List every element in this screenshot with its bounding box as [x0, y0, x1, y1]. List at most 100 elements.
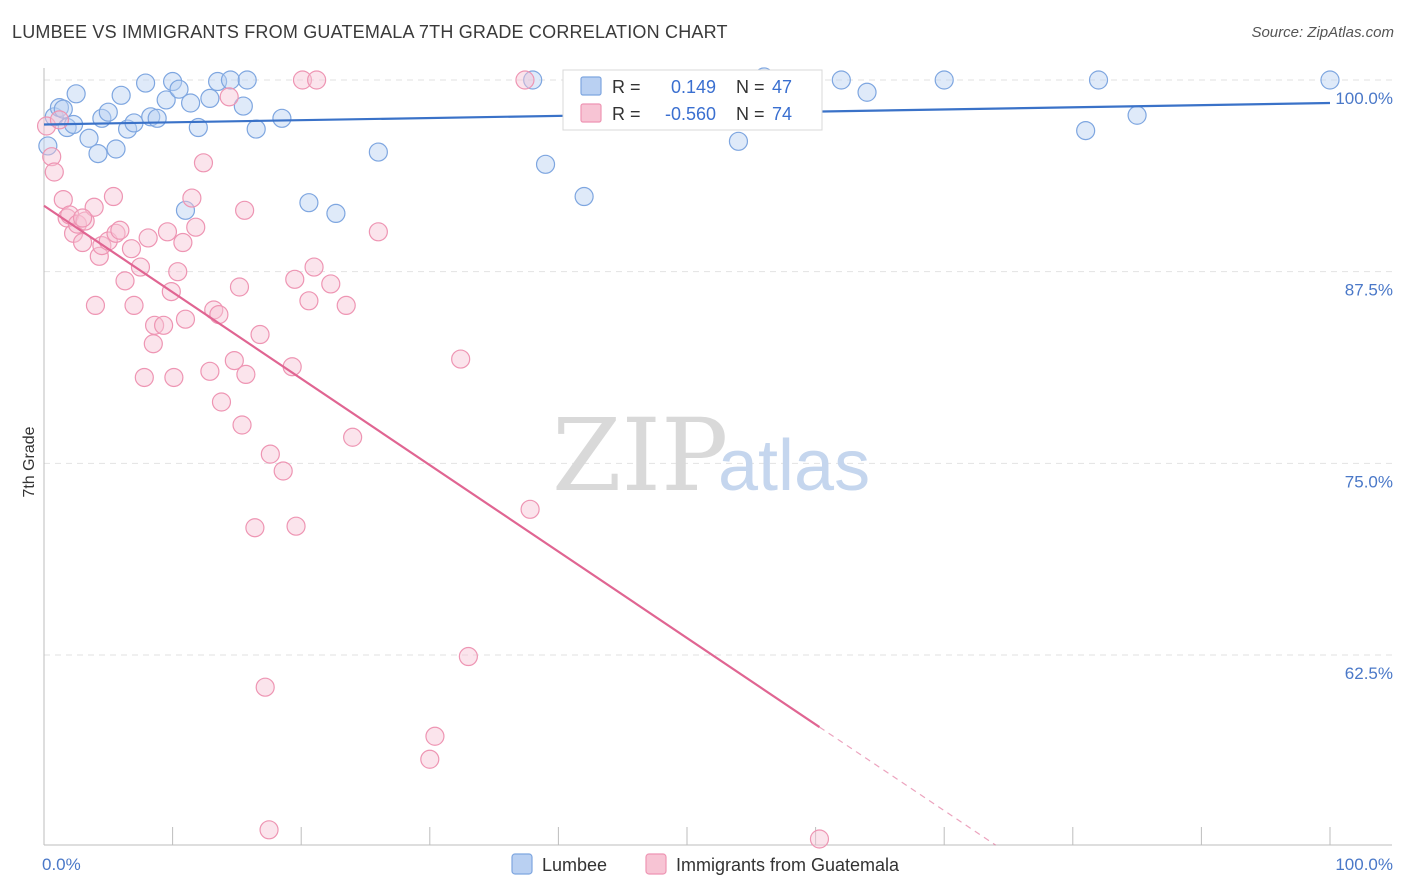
lumbee-point-20	[169, 79, 189, 99]
guatemala-point-25	[143, 334, 163, 354]
lumbee-point-28	[233, 96, 253, 116]
lumbee-point-10	[98, 102, 118, 122]
lumbee-point-17	[147, 108, 167, 128]
watermark-atlas: atlas	[718, 426, 870, 506]
guatemala-point-47	[245, 518, 265, 538]
y-tick-label-3: 62.5%	[1345, 664, 1393, 683]
lumbee-point-0	[38, 136, 58, 156]
lumbee-point-46	[1320, 70, 1340, 90]
watermark-zip: ZIP	[552, 397, 728, 514]
guatemala-point-28	[157, 222, 178, 242]
lumbee-point-42	[857, 82, 877, 102]
guatemala-point-9	[72, 232, 93, 253]
guatemala-point-68	[515, 70, 535, 90]
stats-swatch-lumbee	[580, 76, 602, 96]
guatemala-point-72	[809, 829, 830, 849]
guatemala-point-46	[236, 364, 256, 384]
stats-n-value-guatemala: 74	[772, 104, 792, 124]
guatemala-point-69	[520, 499, 540, 519]
legend-label-lumbee: Lumbee	[542, 855, 607, 875]
guatemala-point-65	[425, 726, 445, 746]
guatemala-point-57	[299, 291, 319, 311]
guatemala-point-36	[193, 153, 214, 173]
lumbee-point-26	[220, 70, 241, 90]
bottom-legend: Lumbee Immigrants from Guatemala	[511, 853, 900, 875]
guatemala-point-59	[307, 70, 327, 90]
lumbee-point-6	[66, 84, 86, 104]
lumbee-point-16	[141, 107, 161, 127]
lumbee-point-19	[163, 71, 183, 92]
lumbee-point-36	[574, 186, 594, 207]
x-tick-label-0: 0.0%	[42, 855, 81, 874]
guatemala-point-55	[286, 516, 306, 536]
lumbee-point-34	[523, 70, 543, 90]
guatemala-point-8	[67, 214, 88, 234]
y-axis-label: 7th Grade	[21, 426, 38, 497]
guatemala-point-56	[292, 70, 313, 90]
stats-r-value-lumbee: 0.149	[671, 77, 716, 97]
guatemala-point-63	[368, 222, 388, 242]
stats-r-value-guatemala: -0.560	[665, 104, 716, 124]
lumbee-point-21	[175, 200, 196, 220]
guatemala-point-10	[75, 211, 95, 231]
guatemala-point-19	[115, 271, 135, 291]
chart-title: LUMBEE VS IMMIGRANTS FROM GUATEMALA 7TH …	[12, 22, 728, 42]
guatemala-point-62	[343, 427, 363, 447]
source-note: Source: ZipAtlas.com	[1251, 24, 1394, 41]
y-tick-label-2: 75.0%	[1345, 472, 1393, 491]
lumbee-point-40	[831, 70, 851, 90]
lumbee-point-30	[272, 108, 292, 128]
guatemala-point-66	[451, 349, 471, 369]
guatemala-point-2	[44, 162, 64, 182]
legend-swatch-lumbee	[511, 853, 533, 875]
guatemala-point-54	[285, 269, 305, 289]
guatemala-point-24	[138, 228, 158, 248]
stats-n-value-lumbee: 47	[772, 77, 792, 97]
guatemala-point-37	[200, 361, 220, 381]
x-tick-labels: 0.0% 100.0%	[42, 855, 1393, 874]
guatemala-point-27	[153, 315, 174, 335]
guatemala-point-51	[260, 444, 280, 464]
legend-swatch-guatemala	[645, 853, 667, 875]
guatemala-point-34	[182, 188, 202, 208]
lumbee-point-45	[1127, 105, 1147, 125]
lumbee-point-22	[181, 93, 201, 113]
guatemala-point-35	[186, 217, 206, 237]
guatemala-point-18	[110, 220, 130, 240]
lumbee-point-12	[111, 85, 131, 105]
lumbee-point-3	[53, 99, 73, 119]
lumbee-point-24	[200, 88, 220, 109]
stats-legend-frame	[562, 69, 823, 131]
y-tick-label-1: 87.5%	[1345, 281, 1393, 300]
lumbee-point-44	[1076, 121, 1096, 141]
stats-n-label-guatemala: N =	[736, 104, 765, 124]
guatemala-point-21	[124, 295, 144, 315]
guatemala-point-64	[420, 749, 440, 769]
y-tick-label-0: 100.0%	[1335, 89, 1393, 108]
guatemala-point-42	[224, 351, 244, 371]
watermark: ZIP atlas	[552, 397, 870, 514]
guatemala-point-31	[168, 262, 188, 282]
lumbee-point-41	[934, 70, 954, 90]
guatemala-point-12	[85, 295, 106, 315]
guatemala-point-45	[235, 200, 255, 220]
guatemala-point-49	[255, 677, 275, 697]
lumbee-point-27	[237, 70, 257, 90]
guatemala-point-60	[321, 274, 341, 294]
lumbee-point-31	[299, 193, 319, 213]
legend-label-guatemala: Immigrants from Guatemala	[676, 855, 900, 875]
guatemala-point-73	[72, 208, 93, 228]
guatemala-point-67	[458, 646, 478, 667]
lumbee-point-8	[88, 144, 108, 164]
stats-r-label-lumbee: R =	[612, 77, 641, 97]
lumbee-point-35	[535, 154, 556, 174]
guatemala-point-40	[211, 392, 232, 412]
lumbee-point-18	[156, 90, 176, 110]
lumbee-point-7	[79, 128, 99, 148]
lumbee-point-11	[106, 139, 126, 159]
guatemala-point-33	[175, 309, 196, 329]
guatemala-point-39	[209, 305, 229, 325]
stats-swatch-guatemala	[580, 103, 602, 123]
guatemala-points	[36, 70, 830, 849]
guatemala-point-43	[229, 277, 250, 297]
